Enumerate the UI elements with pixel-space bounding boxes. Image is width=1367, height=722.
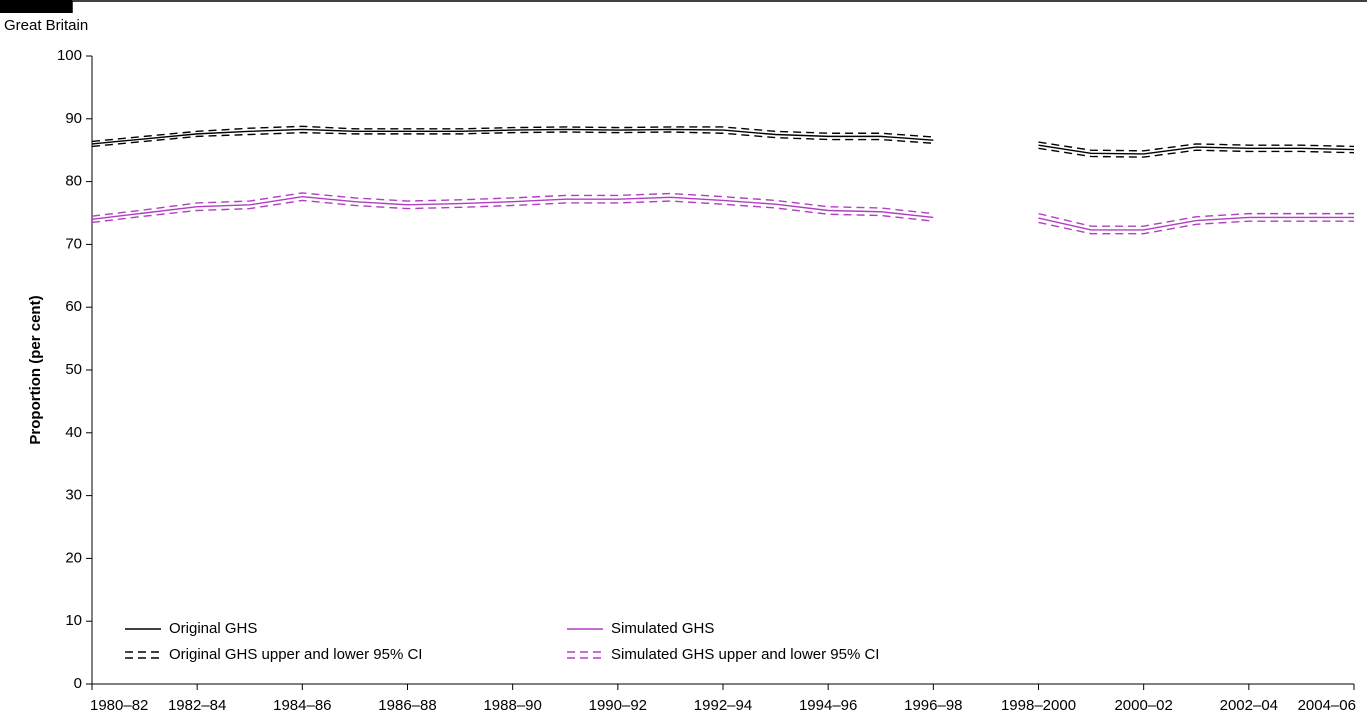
x-tick-label: 1986–88 xyxy=(378,697,436,714)
y-tick-label: 0 xyxy=(74,675,82,692)
y-tick-label: 70 xyxy=(65,235,82,252)
x-tick-label: 1998–2000 xyxy=(1001,697,1076,714)
legend-label: Simulated GHS xyxy=(611,620,714,637)
x-tick-label: 1990–92 xyxy=(589,697,647,714)
y-axis-label: Proportion (per cent) xyxy=(27,295,44,444)
series-line xyxy=(91,128,1355,155)
y-tick-label: 80 xyxy=(65,173,82,190)
y-tick-label: 20 xyxy=(65,549,82,566)
x-tick-label: 2000–02 xyxy=(1114,697,1172,714)
x-tick-label: 1992–94 xyxy=(694,697,752,714)
y-tick-label: 30 xyxy=(65,487,82,504)
ci-line xyxy=(91,192,1354,227)
x-tick-label: 1996–98 xyxy=(904,697,962,714)
y-tick-label: 100 xyxy=(57,47,82,64)
x-tick-label: 1980–82 xyxy=(90,697,148,714)
series-line xyxy=(91,195,1354,231)
legend-label: Original GHS xyxy=(169,620,257,637)
legend-label: Simulated GHS upper and lower 95% CI xyxy=(611,646,879,663)
y-tick-label: 10 xyxy=(65,612,82,629)
x-tick-label: 1994–96 xyxy=(799,697,857,714)
y-tick-label: 40 xyxy=(65,424,82,441)
x-tick-label: 2002–04 xyxy=(1220,697,1278,714)
y-tick-label: 50 xyxy=(65,361,82,378)
legend-label: Original GHS upper and lower 95% CI xyxy=(169,646,422,663)
x-tick-label: 2004–06 xyxy=(1298,697,1356,714)
x-tick-label: 1984–86 xyxy=(273,697,331,714)
ci-line xyxy=(91,131,1355,158)
x-tick-label: 1982–84 xyxy=(168,697,226,714)
ci-line xyxy=(91,125,1355,152)
ci-line xyxy=(91,199,1354,235)
y-tick-label: 60 xyxy=(65,298,82,315)
x-tick-label: 1988–90 xyxy=(483,697,541,714)
subtitle: Great Britain xyxy=(4,17,88,34)
y-tick-label: 90 xyxy=(65,110,82,127)
figure-tab xyxy=(0,0,72,13)
